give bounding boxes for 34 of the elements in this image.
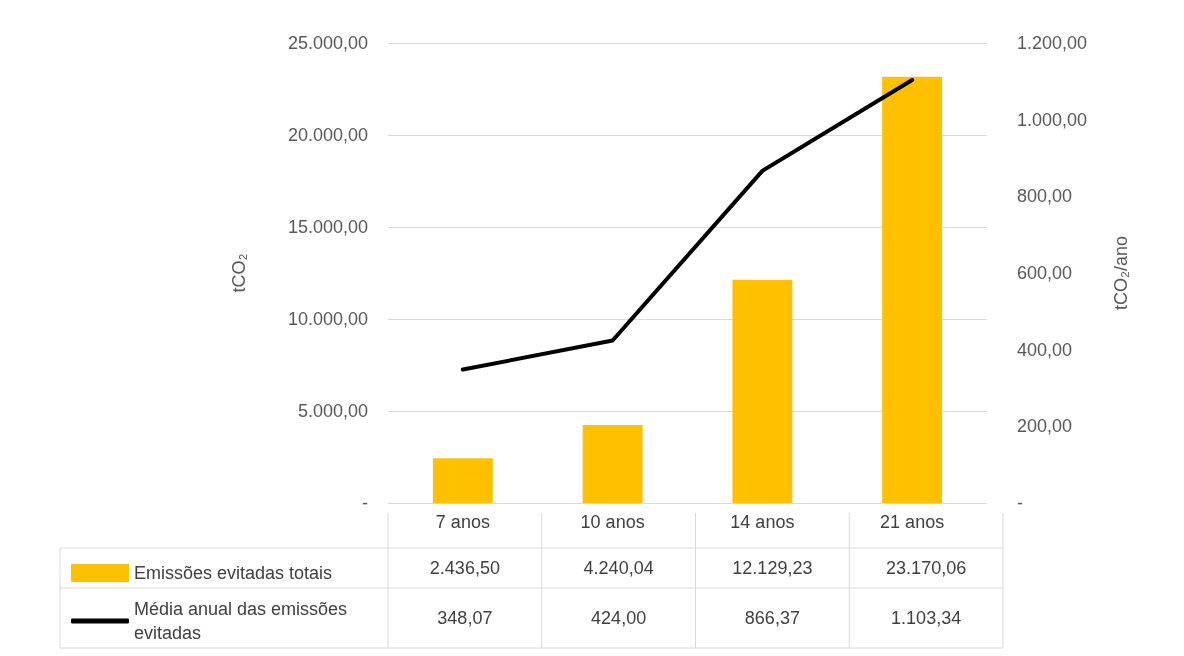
data-label: 2.436,50: [429, 558, 500, 578]
data-label: 866,37: [744, 608, 800, 628]
x-tick-label: 7 anos: [435, 512, 490, 532]
y-tick-label: 10.000,00: [287, 309, 368, 329]
x-tick-label: 10 anos: [580, 512, 645, 532]
legend-label: Média anual das emissões evitadas: [134, 599, 353, 643]
bar: [882, 76, 943, 503]
y2-tick-label: 800,00: [1017, 186, 1073, 207]
bar: [432, 458, 493, 503]
data-label: 12.129,23: [732, 558, 813, 578]
y2-tick-label: 600,00: [1017, 263, 1073, 283]
y-axis-title: tCO₂: [229, 253, 249, 293]
y2-tick-label: -: [1017, 493, 1023, 513]
bar: [582, 424, 643, 503]
legend-label: Emissões evitadas totais: [134, 563, 333, 583]
y-tick-label: 15.000,00: [287, 217, 368, 237]
y-tick-label: -: [362, 493, 368, 513]
data-label: 348,07: [437, 608, 493, 628]
y2-tick-label: 1.000,00: [1017, 109, 1088, 130]
bar: [732, 279, 793, 503]
y2-tick-label: 1.200,00: [1017, 33, 1088, 53]
data-label: 424,00: [591, 608, 647, 628]
y-tick-label: 5.000,00: [297, 401, 368, 421]
data-label: 23.170,06: [886, 558, 967, 578]
y2-tick-label: 200,00: [1017, 416, 1073, 437]
y2-axis-title: tCO₂/ano: [1111, 235, 1131, 311]
y2-tick-label: 400,00: [1017, 339, 1073, 360]
x-tick-label: 21 anos: [880, 512, 945, 532]
x-tick-label: 14 anos: [730, 512, 795, 532]
y-tick-label: 25.000,00: [287, 33, 368, 53]
data-label: 4.240,04: [583, 558, 654, 578]
y-tick-label: 20.000,00: [287, 125, 368, 145]
line-series: [460, 78, 915, 372]
data-label: 1.103,34: [891, 608, 962, 628]
